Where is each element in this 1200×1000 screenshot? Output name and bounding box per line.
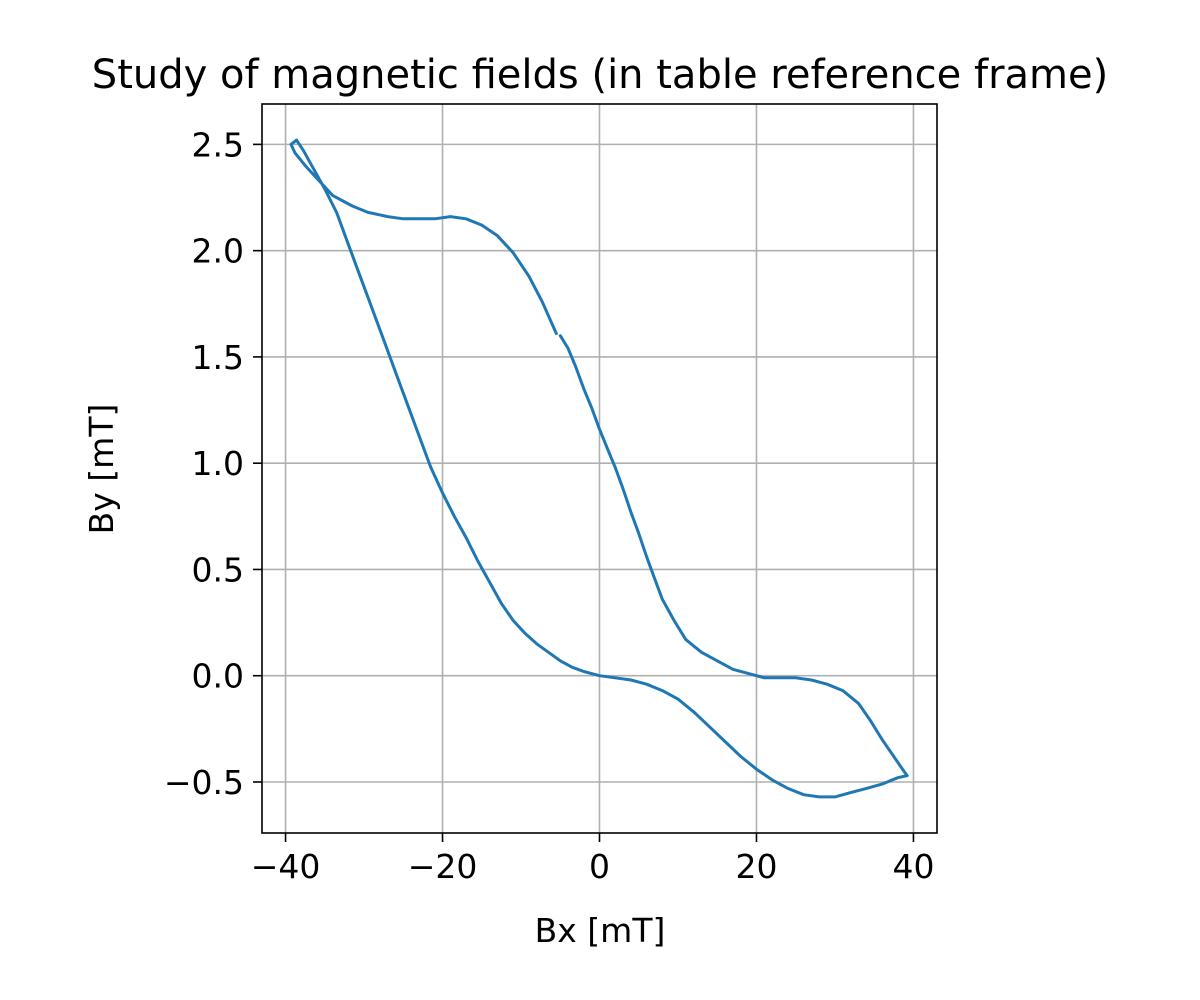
y-tick-label: 1.0: [192, 444, 244, 483]
y-tick-label: 0.5: [192, 550, 244, 589]
x-tick-label: −40: [251, 847, 321, 886]
x-tick-label: 40: [892, 847, 934, 886]
x-tick-label: −20: [408, 847, 478, 886]
y-tick-label: 1.5: [192, 338, 244, 377]
y-tick-label: 0.0: [192, 657, 244, 696]
x-axis-label: Bx [mT]: [535, 911, 666, 950]
y-axis-label: By [mT]: [82, 404, 121, 535]
y-tick-label: 2.5: [192, 125, 244, 164]
series-line: [289, 138, 909, 799]
ticks: −40 −20 0 20 40 −0.5 0.0 0.5 1.0 1.5 2.0 2.5: [164, 125, 935, 886]
x-tick-label: 0: [589, 847, 610, 886]
y-tick-label: −0.5: [164, 763, 244, 802]
series-layer: [289, 138, 909, 799]
y-tick-label: 2.0: [192, 232, 244, 271]
chart-title: Study of magnetic fields (in table refer…: [92, 52, 1108, 98]
grid-lines: [262, 104, 937, 833]
x-tick-label: 20: [735, 847, 777, 886]
